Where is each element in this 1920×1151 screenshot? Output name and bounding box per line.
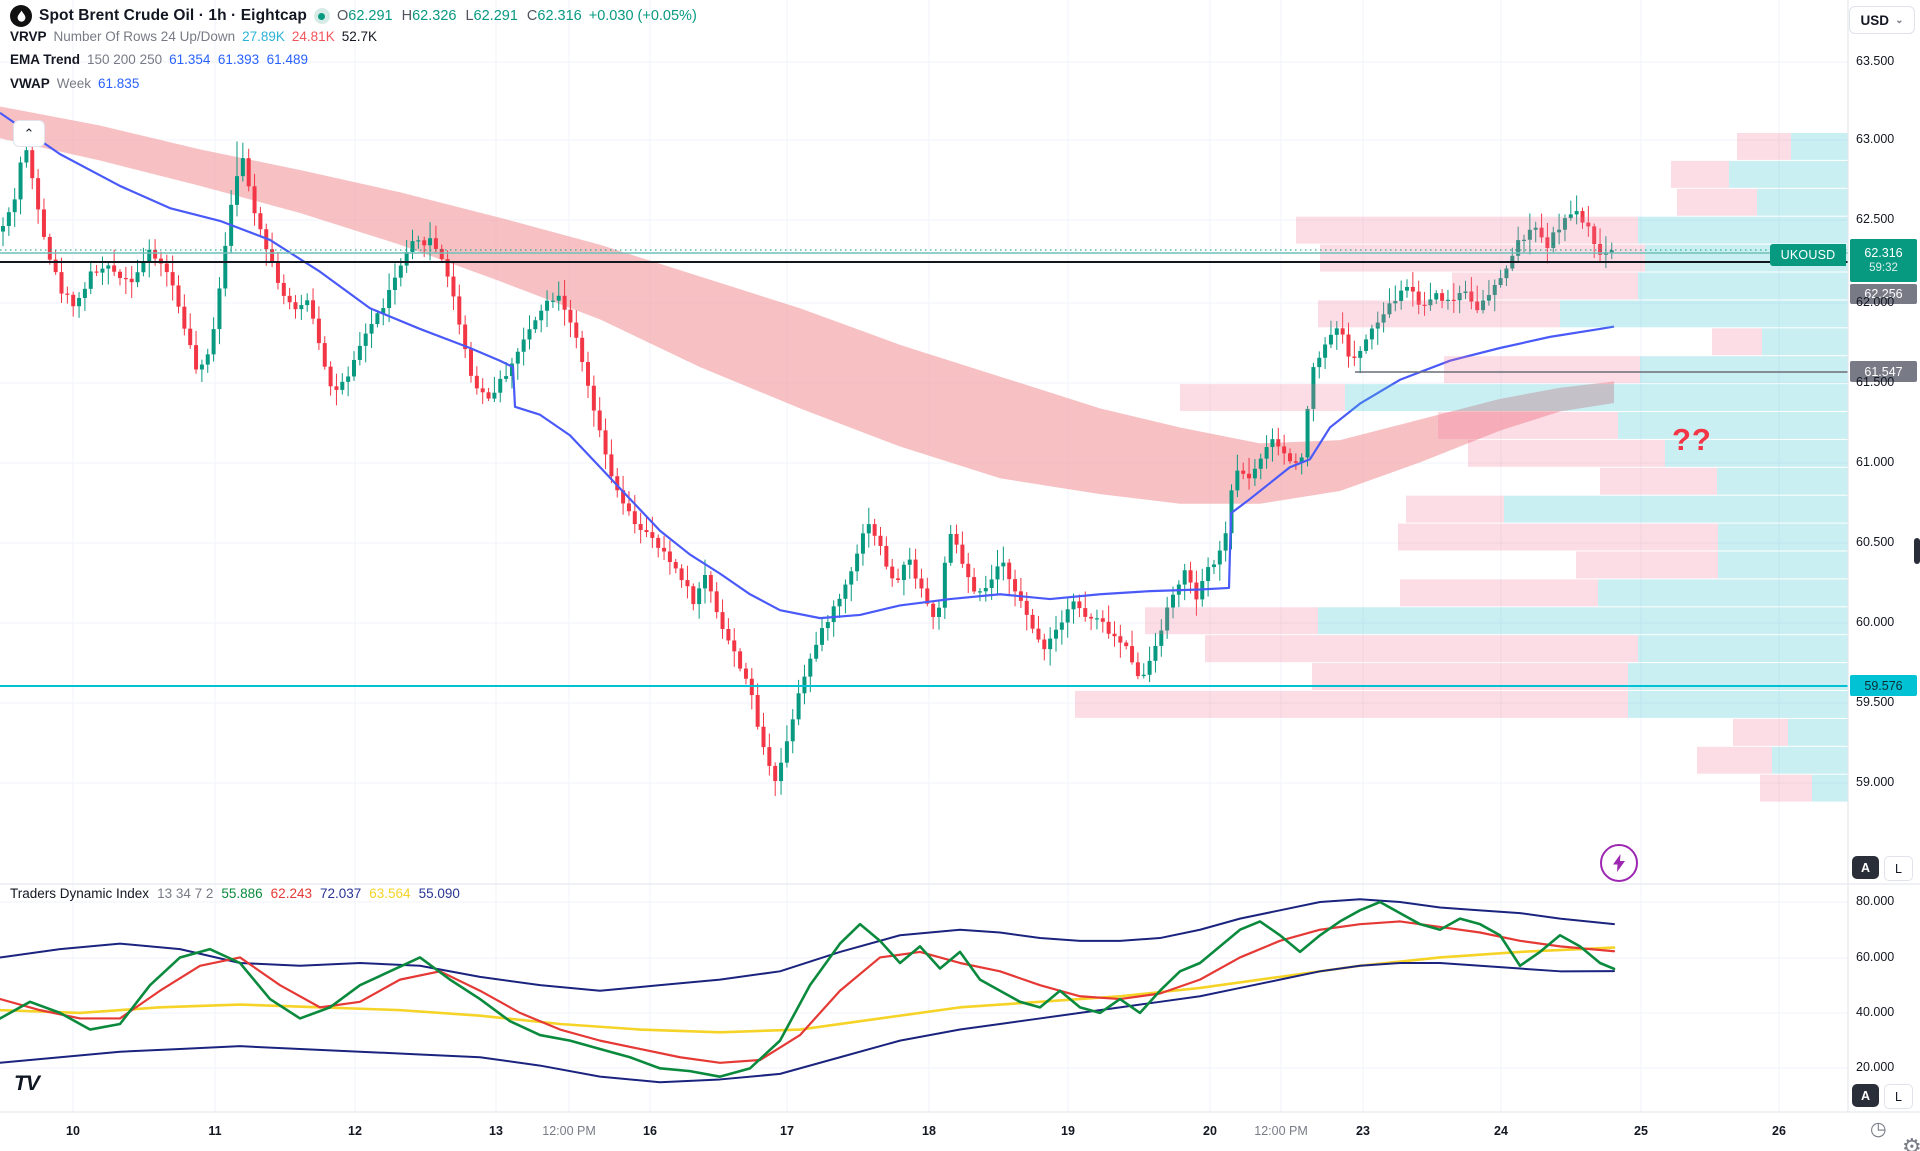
price-axis-label: 61.000 — [1856, 455, 1895, 469]
log-scale-button[interactable]: L — [1884, 856, 1913, 881]
vrvp-down-volume: 24.81K — [291, 29, 335, 44]
price-axis-label: 60.000 — [1856, 615, 1895, 629]
current-price-value: 62.316 — [1864, 245, 1903, 260]
price-change: +0.030 (+0.05%) — [588, 8, 697, 24]
ema-legend-row[interactable]: EMA Trend 150 200 250 61.354 61.393 61.4… — [10, 52, 308, 67]
symbol-flag-badge: UKOUSD — [1770, 244, 1846, 266]
gray-line-price-badge: 61.547 — [1850, 361, 1917, 382]
price-axis-label: 63.000 — [1856, 132, 1895, 146]
time-axis-label: 16 — [643, 1124, 657, 1138]
market-status-icon[interactable] — [313, 8, 330, 24]
tdi-signal-value: 62.243 — [270, 886, 312, 901]
tdi-auto-scale-button[interactable]: A — [1852, 1084, 1879, 1107]
tdi-axis-label: 60.000 — [1856, 950, 1895, 964]
tdi-params: 13 34 7 2 — [157, 886, 214, 901]
vwap-legend-row[interactable]: VWAP Week 61.835 — [10, 76, 139, 91]
current-price-badge: 62.316 59:32 — [1850, 239, 1917, 282]
time-axis-label: 20 — [1203, 1124, 1217, 1138]
currency-selector-button[interactable]: USD ⌄ — [1849, 6, 1915, 34]
session-clock-icon[interactable]: ◷ — [1870, 1119, 1887, 1140]
tdi-title: Traders Dynamic Index — [10, 886, 150, 901]
time-axis-label: 25 — [1634, 1124, 1648, 1138]
price-axis-label: 63.500 — [1856, 54, 1895, 68]
ema-values: 61.354 61.393 61.489 — [169, 52, 308, 67]
vrvp-up-volume: 27.89K — [242, 29, 285, 44]
price-axis-label: 59.500 — [1856, 695, 1895, 709]
cyan-line-price-badge: 59.576 — [1850, 675, 1917, 696]
time-axis-label: 17 — [780, 1124, 794, 1138]
tdi-axis-label: 80.000 — [1856, 894, 1895, 908]
price-axis-label: 62.500 — [1856, 212, 1895, 226]
tdi-upper-band-value: 72.037 — [319, 886, 362, 901]
lightning-icon — [1613, 854, 1625, 872]
tradingview-logo[interactable]: TV — [14, 1072, 40, 1095]
tdi-rsi-value: 55.886 — [221, 886, 263, 901]
vrvp-title: VRVP — [10, 29, 47, 44]
price-axis-label: 60.500 — [1856, 535, 1895, 549]
time-axis-label: 11 — [208, 1124, 222, 1138]
price-axis-label: 59.000 — [1856, 775, 1895, 789]
tdi-base-value: 63.564 — [369, 886, 411, 901]
price-axis-label: 61.500 — [1856, 375, 1895, 389]
time-axis-label: 18 — [922, 1124, 936, 1138]
question-marks-annotation[interactable]: ?? — [1672, 422, 1712, 457]
vrvp-params: Number Of Rows 24 Up/Down — [53, 29, 236, 44]
settings-gear-icon[interactable]: ⚙ — [1902, 1134, 1920, 1151]
vrvp-legend-row[interactable]: VRVP Number Of Rows 24 Up/Down 27.89K 24… — [10, 29, 377, 44]
chevron-up-icon: ⌃ — [23, 125, 35, 141]
legend-collapse-button[interactable]: ⌃ — [13, 120, 45, 147]
tdi-lower-band-value: 55.090 — [418, 886, 460, 901]
currency-label: USD — [1860, 12, 1890, 28]
time-axis-label: 19 — [1061, 1124, 1075, 1138]
time-axis-label: 24 — [1494, 1124, 1508, 1138]
price-axis-label: 62.000 — [1856, 295, 1895, 309]
tdi-scale-mode-buttons: A L — [1852, 1084, 1913, 1109]
time-axis-label: 12 — [348, 1124, 362, 1138]
chevron-down-icon: ⌄ — [1895, 14, 1904, 26]
time-axis-label: 10 — [66, 1124, 80, 1138]
vwap-title: VWAP — [10, 76, 50, 91]
ema-params: 150 200 250 — [87, 52, 163, 67]
vrvp-total-volume: 52.7K — [341, 29, 377, 44]
auto-scale-button[interactable]: A — [1852, 856, 1879, 879]
tdi-axis-label: 40.000 — [1856, 1005, 1895, 1019]
bar-countdown: 59:32 — [1869, 262, 1898, 275]
instrument-logo-icon — [10, 5, 32, 27]
ema-title: EMA Trend — [10, 52, 81, 67]
time-axis-label: 13 — [489, 1124, 503, 1138]
vwap-value: 61.835 — [98, 76, 140, 91]
symbol-legend-row[interactable]: Spot Brent Crude Oil · 1h · Eightcap O62… — [10, 5, 697, 27]
price-scale-mode-buttons: A L — [1852, 856, 1913, 881]
time-axis-label: 12:00 PM — [1254, 1124, 1308, 1138]
black-line-price-badge: 62.256 — [1850, 284, 1917, 304]
vwap-param: Week — [56, 76, 92, 91]
ohlc-values: O62.291 H62.326 L62.291 C62.316 — [336, 8, 582, 24]
tdi-log-scale-button[interactable]: L — [1884, 1084, 1913, 1109]
time-axis-label: 23 — [1356, 1124, 1370, 1138]
symbol-title[interactable]: Spot Brent Crude Oil · 1h · Eightcap — [39, 7, 307, 24]
quick-order-button[interactable] — [1600, 844, 1638, 882]
tdi-axis-label: 20.000 — [1856, 1060, 1895, 1074]
tdi-legend-row[interactable]: Traders Dynamic Index 13 34 7 2 55.886 6… — [10, 886, 460, 901]
time-axis-label: 26 — [1772, 1124, 1786, 1138]
time-axis-label: 12:00 PM — [542, 1124, 596, 1138]
